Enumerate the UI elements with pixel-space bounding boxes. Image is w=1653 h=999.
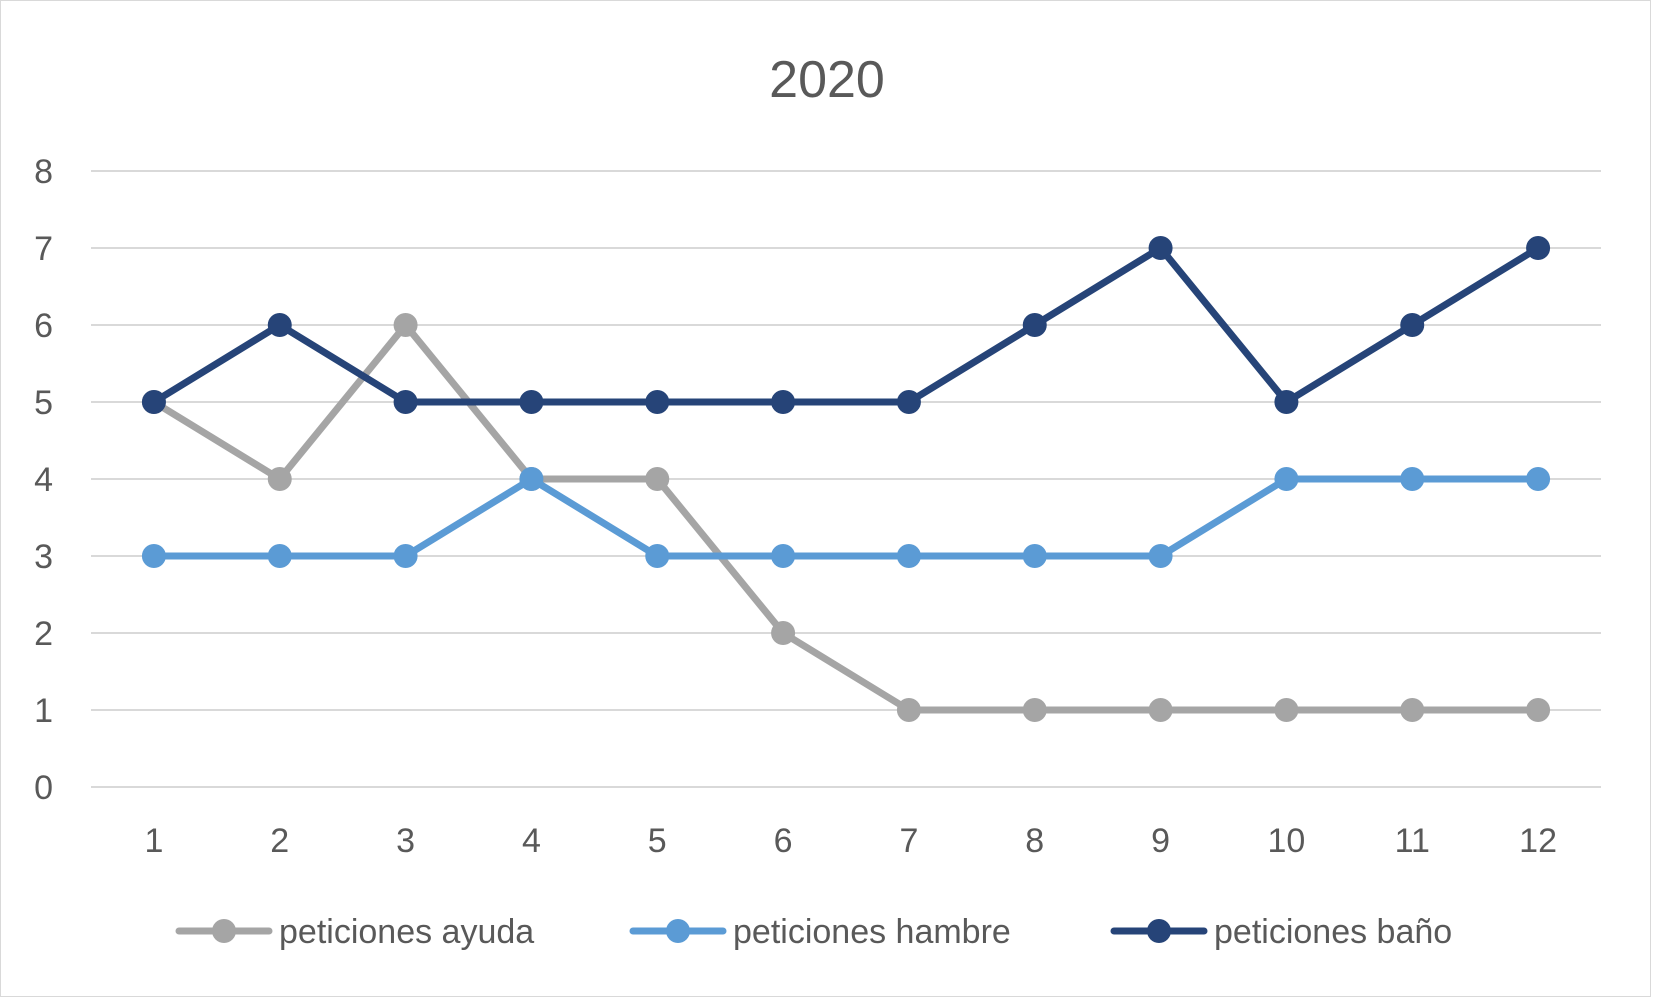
data-point: [267, 313, 292, 337]
y-tick-label: 4: [34, 461, 53, 499]
data-point: [519, 467, 544, 491]
data-point: [896, 698, 921, 722]
legend-marker: [666, 919, 690, 943]
data-point: [1148, 236, 1173, 260]
x-tick-label: 10: [1268, 822, 1306, 860]
data-point: [1022, 698, 1047, 722]
data-point: [393, 313, 418, 337]
data-point: [1148, 544, 1173, 568]
series-line: [150, 475, 1542, 560]
data-point: [771, 390, 796, 414]
data-point: [645, 544, 670, 568]
series-layer: [141, 236, 1551, 722]
data-point: [896, 544, 921, 568]
legend-item: peticiones hambre: [629, 913, 1011, 951]
y-tick-label: 2: [34, 615, 53, 653]
series-peticiones-ayuda: [141, 313, 1551, 722]
y-tick-label: 0: [34, 769, 53, 807]
y-tick-label: 6: [34, 307, 53, 345]
series-peticiones-baño: [141, 236, 1551, 414]
x-tick-label: 12: [1519, 822, 1557, 860]
legend-marker: [1147, 919, 1171, 943]
x-tick-label: 5: [648, 822, 667, 860]
data-point: [267, 544, 292, 568]
data-point: [267, 467, 292, 491]
series-peticiones-hambre: [141, 467, 1551, 568]
data-point: [896, 390, 921, 414]
data-point: [771, 544, 796, 568]
data-point: [1274, 698, 1299, 722]
data-point: [519, 390, 544, 414]
x-axis-ticks: 1 2 3 4 5 6 7 8 9 10 11 12: [144, 822, 1557, 860]
legend-item: peticiones baño: [1110, 913, 1452, 951]
data-point: [141, 544, 166, 568]
data-point: [1526, 467, 1551, 491]
data-point: [1148, 698, 1173, 722]
y-tick-label: 1: [34, 692, 53, 730]
y-axis-ticks: 0 1 2 3 4 5 6 7 8: [34, 153, 53, 807]
data-point: [1022, 544, 1047, 568]
legend-item: peticiones ayuda: [175, 913, 534, 951]
x-tick-label: 1: [144, 822, 163, 860]
x-tick-label: 9: [1151, 822, 1170, 860]
x-tick-label: 11: [1395, 822, 1430, 860]
y-tick-label: 7: [34, 230, 53, 268]
legend-marker: [212, 919, 236, 943]
data-point: [1274, 467, 1299, 491]
x-tick-label: 7: [899, 822, 918, 860]
y-tick-label: 8: [34, 153, 53, 191]
legend: peticiones ayuda peticiones hambre peticio…: [175, 913, 1452, 951]
data-point: [645, 390, 670, 414]
x-tick-label: 3: [396, 822, 415, 860]
legend-label: peticiones ayuda: [279, 913, 534, 951]
data-point: [1400, 467, 1425, 491]
y-tick-label: 3: [34, 538, 53, 576]
series-line: [150, 244, 1542, 406]
data-point: [393, 544, 418, 568]
x-tick-label: 4: [522, 822, 541, 860]
series-line: [150, 321, 1542, 714]
chart-title: 2020: [769, 51, 885, 109]
data-point: [393, 390, 418, 414]
data-point: [1400, 698, 1425, 722]
x-tick-label: 6: [774, 822, 793, 860]
legend-label: peticiones hambre: [733, 913, 1011, 951]
data-point: [645, 467, 670, 491]
data-point: [771, 621, 796, 645]
data-point: [1526, 698, 1551, 722]
data-point: [1526, 236, 1551, 260]
y-tick-label: 5: [34, 384, 53, 422]
data-point: [1274, 390, 1299, 414]
x-tick-label: 8: [1025, 822, 1044, 860]
x-tick-label: 2: [270, 822, 289, 860]
legend-label: peticiones baño: [1214, 913, 1452, 951]
data-point: [141, 390, 166, 414]
data-point: [1400, 313, 1425, 337]
data-point: [1022, 313, 1047, 337]
